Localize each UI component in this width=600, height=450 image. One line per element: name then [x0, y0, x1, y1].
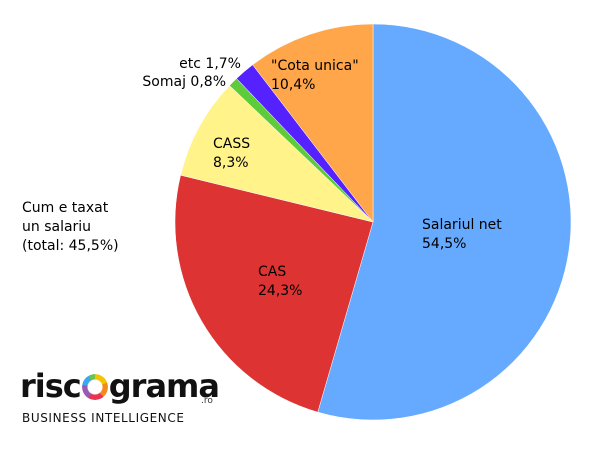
- slice-name: CASS: [213, 136, 250, 152]
- pie-slice: [174, 174, 374, 413]
- note-line: Cum e taxat: [22, 200, 109, 216]
- slice-name: "Cota unica": [271, 58, 359, 74]
- pie-slice: [317, 23, 572, 421]
- logo-word-right: grama: [108, 367, 220, 405]
- slice-value: 54,5%: [422, 236, 466, 252]
- note-line: (total: 45,5%): [22, 238, 119, 254]
- slice-label: Somaj 0,8%: [142, 74, 226, 90]
- logo-wordmark: risc grama: [20, 367, 220, 405]
- slice-value: 24,3%: [258, 283, 302, 299]
- logo-tagline: BUSINESS INTELLIGENCE: [22, 411, 185, 425]
- slice-name: CAS: [258, 264, 286, 280]
- slice-value: 8,3%: [213, 155, 249, 171]
- riscograma-logo: risc grama .ro BUSINESS INTELLIGENCE: [20, 367, 220, 427]
- slice-label: etc 1,7%: [179, 56, 241, 72]
- slice-value: 10,4%: [271, 77, 315, 93]
- pie-slice: [252, 23, 374, 223]
- slice-name: Salariul net: [422, 217, 502, 233]
- slice-label: "Cota unica" 10,4%: [271, 58, 359, 93]
- logo-suffix: .ro: [201, 396, 213, 406]
- logo-word-left: risc: [20, 367, 82, 405]
- pie-slice: [180, 85, 374, 223]
- slice-label: CAS 24,3%: [258, 264, 302, 299]
- note-line: un salariu: [22, 219, 92, 235]
- slice-label: CASS 8,3%: [213, 136, 250, 171]
- logo-ring-icon: [81, 374, 108, 400]
- chart-note: Cum e taxat un salariu (total: 45,5%): [22, 199, 172, 256]
- slice-label: Salariul net 54,5%: [422, 217, 502, 252]
